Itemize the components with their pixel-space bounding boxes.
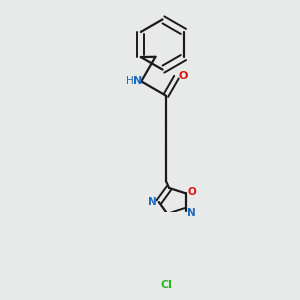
- Text: O: O: [178, 71, 188, 81]
- Text: O: O: [188, 187, 197, 197]
- Text: N: N: [187, 208, 196, 218]
- Text: Cl: Cl: [161, 280, 173, 290]
- Text: H: H: [127, 76, 134, 86]
- Text: N: N: [148, 197, 157, 207]
- Text: N: N: [134, 76, 142, 86]
